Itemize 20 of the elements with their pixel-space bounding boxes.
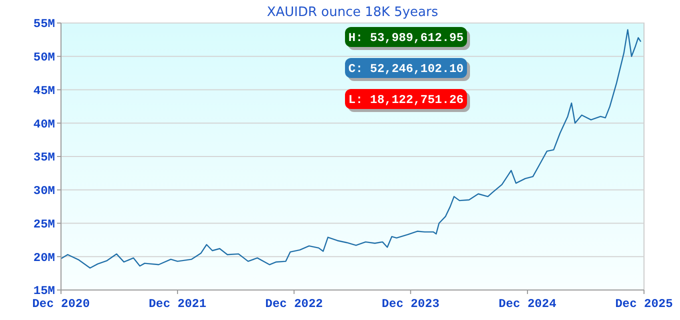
y-tick-label: 55M	[33, 17, 55, 32]
x-tick-label: Dec 2023	[382, 297, 440, 311]
y-tick-label: 35M	[33, 150, 55, 165]
y-tick-label: 50M	[33, 50, 55, 65]
annotation: C: 52,246,102.10	[348, 62, 464, 76]
y-tick-label: 15M	[33, 284, 55, 298]
x-tick-label: Dec 2021	[148, 297, 206, 311]
annotation: L: 18,122,751.26	[348, 93, 464, 108]
y-tick-label: 20M	[33, 250, 55, 265]
y-tick-label: 45M	[33, 84, 55, 98]
y-tick-label: 25M	[33, 217, 55, 232]
x-tick-label: Dec 2024	[498, 297, 556, 311]
x-tick-label: Dec 2025	[615, 297, 673, 311]
x-tick-label: Dec 2020	[32, 297, 90, 311]
y-tick-label: 40M	[33, 117, 55, 132]
line-series	[60, 29, 642, 269]
chart-title: XAUIDR ounce 18K 5years	[266, 5, 438, 20]
annotation: H: 53,989,612.95	[348, 31, 464, 46]
y-tick-label: 30M	[33, 184, 55, 198]
x-tick-label: Dec 2022	[265, 297, 323, 311]
